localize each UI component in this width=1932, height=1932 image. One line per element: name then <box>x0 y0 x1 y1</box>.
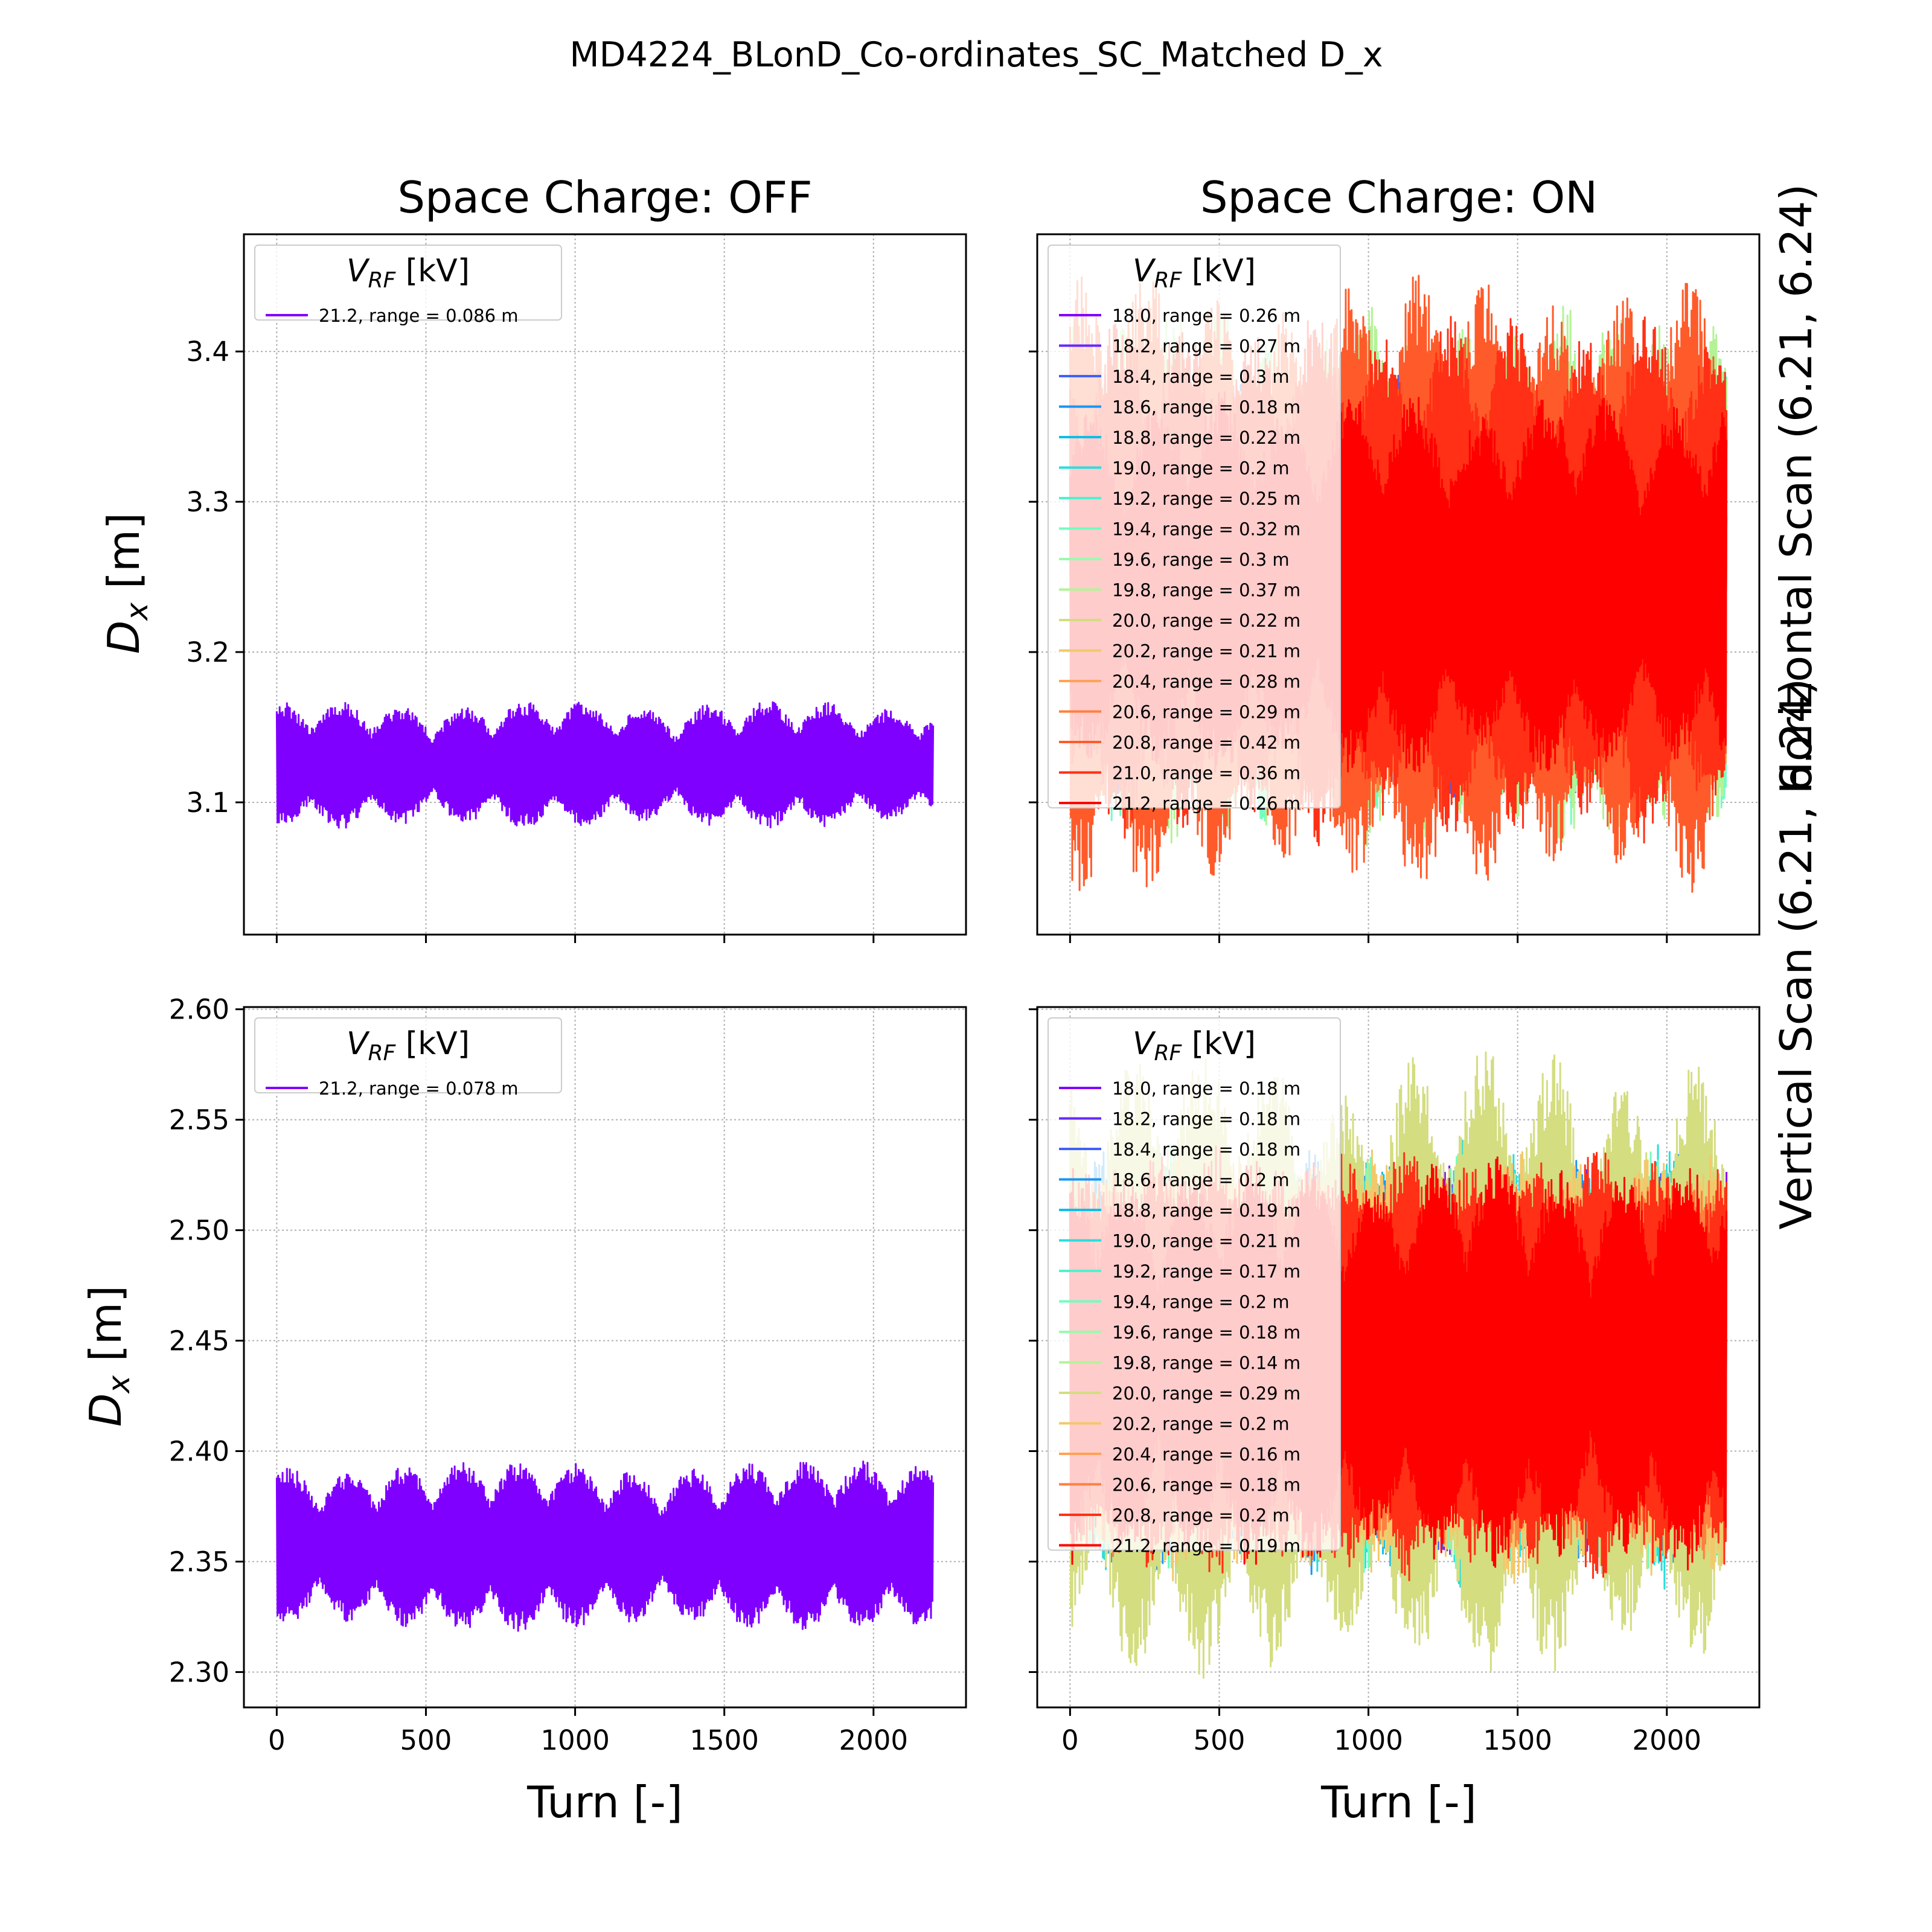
series-line-0 <box>275 701 935 829</box>
x-tick-label: 1500 <box>1483 1724 1552 1756</box>
axes-frame <box>243 1006 967 1709</box>
series-group <box>275 701 935 829</box>
legend-label: 18.2, range = 0.18 m <box>1112 1109 1300 1130</box>
legend-label: 19.6, range = 0.3 m <box>1112 549 1290 570</box>
series-line-0 <box>275 1460 935 1632</box>
column-title-sc-on: Space Charge: ON <box>1200 172 1598 223</box>
chart-panel-1: VRF [kV] 18.0, range = 0.26 m 18.2, range … <box>1029 233 1761 943</box>
legend-label: 18.4, range = 0.18 m <box>1112 1139 1300 1160</box>
legend-label: 19.8, range = 0.37 m <box>1112 580 1300 601</box>
legend-label: 20.6, range = 0.29 m <box>1112 702 1300 723</box>
row-label-horizontal: Horizontal Scan (6.21, 6.24) <box>1771 184 1822 794</box>
row-label-vertical: Vertical Scan (6.21, 6.24) <box>1771 679 1822 1230</box>
legend-title: VRF [kV] <box>1133 253 1256 293</box>
legend-label: 19.0, range = 0.2 m <box>1112 458 1290 479</box>
y-axis-label-bottom: Dx [m] <box>80 1285 136 1427</box>
panels: 3.1 3.2 3.3 3.4 VRF [kV] 21.2, range = 0.086 … <box>169 233 1761 1756</box>
series-group <box>275 1460 935 1632</box>
y-tick-label: 3.4 <box>186 336 229 368</box>
legend-label: 20.2, range = 0.2 m <box>1112 1414 1290 1435</box>
legend-label: 20.4, range = 0.28 m <box>1112 671 1300 692</box>
chart-panel-0: 3.1 3.2 3.3 3.4 VRF [kV] 21.2, range = 0.086 … <box>186 233 967 943</box>
legend-label: 20.8, range = 0.2 m <box>1112 1505 1290 1526</box>
legend-label: 18.2, range = 0.27 m <box>1112 336 1300 357</box>
y-tick-label: 2.60 <box>169 994 229 1026</box>
column-title-sc-off: Space Charge: OFF <box>397 172 812 223</box>
legend-box <box>1048 1017 1341 1551</box>
x-tick-label: 500 <box>400 1724 452 1756</box>
y-axis-label-top: Dx [m] <box>98 513 155 654</box>
y-tick-label: 3.1 <box>186 787 229 819</box>
y-tick-label: 2.30 <box>169 1656 229 1688</box>
legend-label: 18.0, range = 0.18 m <box>1112 1078 1300 1099</box>
legend-title: VRF [kV] <box>347 253 470 293</box>
legend-label: 20.8, range = 0.42 m <box>1112 732 1300 753</box>
axes-frame <box>1036 233 1761 936</box>
legend-label: 19.8, range = 0.14 m <box>1112 1353 1300 1374</box>
y-tick-label: 3.3 <box>186 486 229 518</box>
legend-label: 20.4, range = 0.16 m <box>1112 1444 1300 1465</box>
legend: VRF [kV] 18.0, range = 0.26 m 18.2, range … <box>1048 245 1341 814</box>
x-tick-label: 2000 <box>1633 1724 1702 1756</box>
y-tick-label: 3.2 <box>186 636 229 668</box>
legend: VRF [kV] 18.0, range = 0.18 m 18.2, range … <box>1048 1017 1341 1556</box>
y-tick-label: 2.40 <box>169 1436 229 1468</box>
legend-label: 19.0, range = 0.21 m <box>1112 1231 1300 1252</box>
legend-label: 18.8, range = 0.19 m <box>1112 1200 1300 1221</box>
legend-label: 18.4, range = 0.3 m <box>1112 366 1290 387</box>
y-tick-label: 2.45 <box>169 1325 229 1357</box>
x-tick-label: 1500 <box>689 1724 759 1756</box>
x-tick-label: 500 <box>1194 1724 1246 1756</box>
legend-label: 19.2, range = 0.17 m <box>1112 1261 1300 1282</box>
x-tick-label: 1000 <box>540 1724 610 1756</box>
legend-label: 21.2, range = 0.086 m <box>319 305 519 326</box>
legend-label: 21.2, range = 0.26 m <box>1112 793 1300 814</box>
y-tick-label: 2.55 <box>169 1104 229 1136</box>
legend-label: 18.0, range = 0.26 m <box>1112 305 1300 326</box>
legend-title: VRF [kV] <box>347 1026 470 1066</box>
legend-label: 18.8, range = 0.22 m <box>1112 427 1300 448</box>
legend-label: 19.2, range = 0.25 m <box>1112 488 1300 509</box>
figure-title: MD4224_BLonD_Co-ordinates_SC_Matched D_x <box>569 35 1383 75</box>
series-group <box>1069 1051 1728 1679</box>
legend-box <box>1048 245 1341 808</box>
legend-label: 21.2, range = 0.19 m <box>1112 1536 1300 1556</box>
legend-label: 20.2, range = 0.21 m <box>1112 641 1300 662</box>
chart-panel-3: 0 500 1000 1500 2000 VRF [kV] 18.0, range = 0.… <box>1029 1006 1761 1756</box>
legend-box <box>254 1017 562 1093</box>
legend-box <box>254 245 562 321</box>
legend-title: VRF [kV] <box>1133 1026 1256 1066</box>
legend-label: 21.2, range = 0.078 m <box>319 1078 519 1099</box>
legend-label: 19.6, range = 0.18 m <box>1112 1322 1300 1343</box>
x-axis-label-left: Turn [-] <box>526 1777 683 1828</box>
legend: VRF [kV] 21.2, range = 0.086 m <box>254 245 562 326</box>
x-axis-label-right: Turn [-] <box>1320 1777 1477 1828</box>
axes-frame <box>1036 1006 1761 1709</box>
axes-frame <box>243 233 967 936</box>
legend-label: 18.6, range = 0.2 m <box>1112 1170 1290 1191</box>
x-tick-label: 2000 <box>839 1724 909 1756</box>
legend-label: 20.0, range = 0.29 m <box>1112 1383 1300 1404</box>
x-tick-label: 0 <box>1061 1724 1079 1756</box>
y-tick-label: 2.50 <box>169 1215 229 1247</box>
legend-label: 19.4, range = 0.2 m <box>1112 1292 1290 1313</box>
legend-label: 18.6, range = 0.18 m <box>1112 397 1300 418</box>
y-tick-label: 2.35 <box>169 1546 229 1578</box>
legend-label: 19.4, range = 0.32 m <box>1112 519 1300 540</box>
legend-label: 20.6, range = 0.18 m <box>1112 1475 1300 1495</box>
legend: VRF [kV] 21.2, range = 0.078 m <box>254 1017 562 1099</box>
chart-panel-2: 0 500 1000 1500 2000 2.30 2.35 2.40 2.45 2.50 2.55… <box>169 994 967 1756</box>
x-tick-label: 1000 <box>1334 1724 1403 1756</box>
legend-label: 21.0, range = 0.36 m <box>1112 763 1300 784</box>
x-tick-label: 0 <box>268 1724 286 1756</box>
legend-label: 20.0, range = 0.22 m <box>1112 610 1300 631</box>
